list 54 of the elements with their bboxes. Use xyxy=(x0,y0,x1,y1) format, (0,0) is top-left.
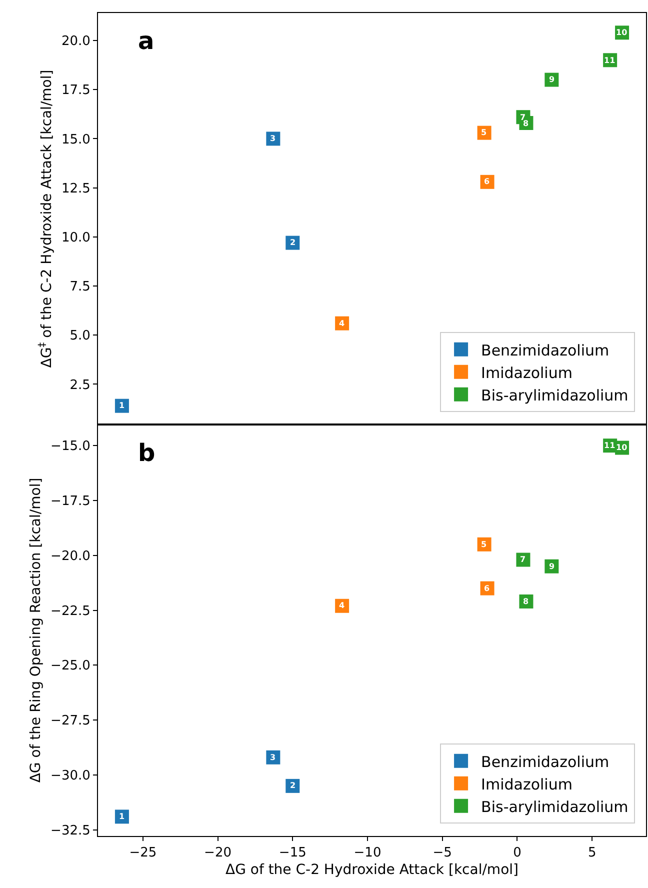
y-tick-label: 15.0 xyxy=(61,132,90,148)
x-axis-title: ΔG of the C-2 Hydroxide Attack [kcal/mol] xyxy=(226,862,518,878)
x-tick-label: 5 xyxy=(588,846,596,861)
legend-label: Imidazolium xyxy=(481,775,572,794)
legend-label: Bis-arylimidazolium xyxy=(481,386,628,404)
annotation: 3 xyxy=(270,753,276,762)
annotation: b xyxy=(138,439,156,467)
legend-label: Imidazolium xyxy=(481,364,572,382)
y-tick-label: 20.0 xyxy=(61,34,90,50)
y-tick-label: −17.5 xyxy=(50,494,90,510)
annotation: 5 xyxy=(481,128,487,137)
y-tick-label: −20.0 xyxy=(50,548,90,564)
y-tick-label: −25.0 xyxy=(50,658,90,674)
x-tick-label: −10 xyxy=(354,846,382,861)
annotation: 2 xyxy=(290,238,296,247)
annotation: 11 xyxy=(604,56,616,65)
y-tick-label: 12.5 xyxy=(61,181,90,196)
annotation: 9 xyxy=(549,562,555,571)
legend-label: Benzimidazolium xyxy=(481,752,610,771)
annotation: 11 xyxy=(604,441,616,450)
y-tick-label: 17.5 xyxy=(61,83,90,98)
y-tick-label: 7.5 xyxy=(70,280,90,295)
legend-label: Bis-arylimidazolium xyxy=(481,798,628,816)
y-tick-label: −22.5 xyxy=(50,604,90,619)
annotation: 4 xyxy=(339,601,345,610)
legend-label: Benzimidazolium xyxy=(481,341,610,360)
annotation: 2 xyxy=(290,781,296,790)
y-tick-label: 5.0 xyxy=(70,328,90,344)
y-tick-label: 10.0 xyxy=(61,230,90,246)
annotation: 8 xyxy=(523,597,529,606)
annotation: 10 xyxy=(616,443,628,452)
annotation: 1 xyxy=(119,812,125,821)
y-tick-label: −15.0 xyxy=(50,439,90,454)
y-tick-label: 2.5 xyxy=(70,378,90,393)
annotation: 4 xyxy=(339,319,345,328)
annotation: 10 xyxy=(616,28,628,37)
annotation: 5 xyxy=(481,540,487,549)
y-tick-label: −27.5 xyxy=(50,714,90,729)
x-tick-label: −20 xyxy=(204,846,232,861)
annotation: 9 xyxy=(549,75,555,84)
annotation: a xyxy=(138,27,154,55)
annotation: 6 xyxy=(484,584,490,593)
y-tick-label: −32.5 xyxy=(50,823,90,838)
y-axis-title: ΔG of the Ring Opening Reaction [kcal/mol] xyxy=(28,478,44,783)
annotation: 7 xyxy=(520,555,526,564)
annotation: 3 xyxy=(270,134,276,143)
annotation: 6 xyxy=(484,177,490,186)
x-tick-label: −25 xyxy=(129,846,157,861)
x-tick-label: 0 xyxy=(513,846,522,861)
annotation: 1 xyxy=(119,401,125,410)
annotation: 8 xyxy=(523,119,529,128)
y-tick-label: −30.0 xyxy=(50,768,90,784)
x-tick-label: −15 xyxy=(278,846,306,861)
x-tick-label: −5 xyxy=(432,846,452,861)
